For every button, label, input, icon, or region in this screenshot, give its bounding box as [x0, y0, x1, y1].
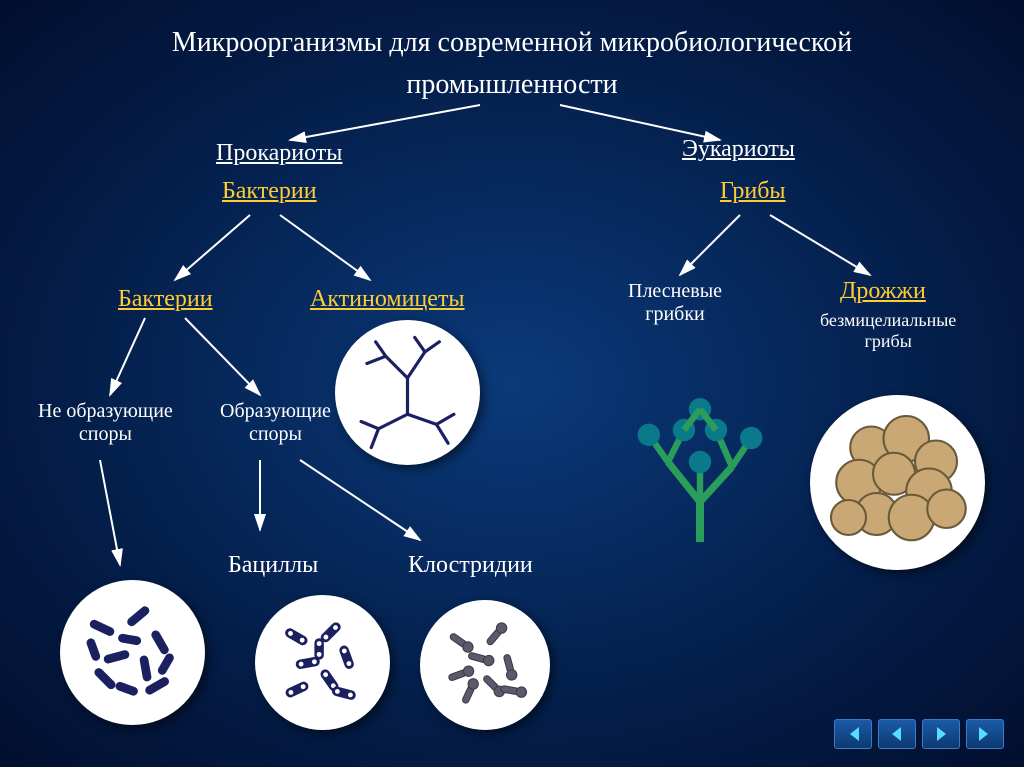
nav-last-button[interactable]	[966, 719, 1004, 749]
circle-bacilli	[255, 595, 390, 730]
label-bacilli: Бациллы	[228, 552, 318, 579]
label-spores: Образующие споры	[220, 400, 331, 446]
title-line-1: Микроорганизмы для современной микробиол…	[172, 27, 852, 58]
page-title: Микроорганизмы для современной микробиол…	[0, 22, 1024, 106]
label-actinomycetes: Актиномицеты	[310, 286, 465, 313]
label-prokaryotes: Прокариоты	[216, 140, 342, 167]
nav-first-button[interactable]	[834, 719, 872, 749]
circle-yeast	[810, 395, 985, 570]
label-no-spores: Не образующие споры	[38, 400, 173, 446]
nav-prev-button[interactable]	[878, 719, 916, 749]
label-bacteria-top: Бактерии	[222, 178, 317, 205]
circle-clostridia	[420, 600, 550, 730]
nav-next-button[interactable]	[922, 719, 960, 749]
title-line-2: промышленности	[406, 69, 617, 100]
label-yeast: Дрожжи	[840, 278, 926, 305]
label-bacteria: Бактерии	[118, 286, 213, 313]
circle-actinomycetes	[335, 320, 480, 465]
circle-mold	[620, 390, 780, 550]
label-eukaryotes: Эукариоты	[682, 136, 795, 163]
label-yeast-sub: безмицелиальные грибы	[820, 310, 956, 352]
circle-bacteria	[60, 580, 205, 725]
nav-controls	[834, 719, 1004, 749]
label-fungi: Грибы	[720, 178, 786, 205]
label-mold: Плесневые грибки	[628, 280, 722, 326]
label-clostridia: Клостридии	[408, 552, 533, 579]
